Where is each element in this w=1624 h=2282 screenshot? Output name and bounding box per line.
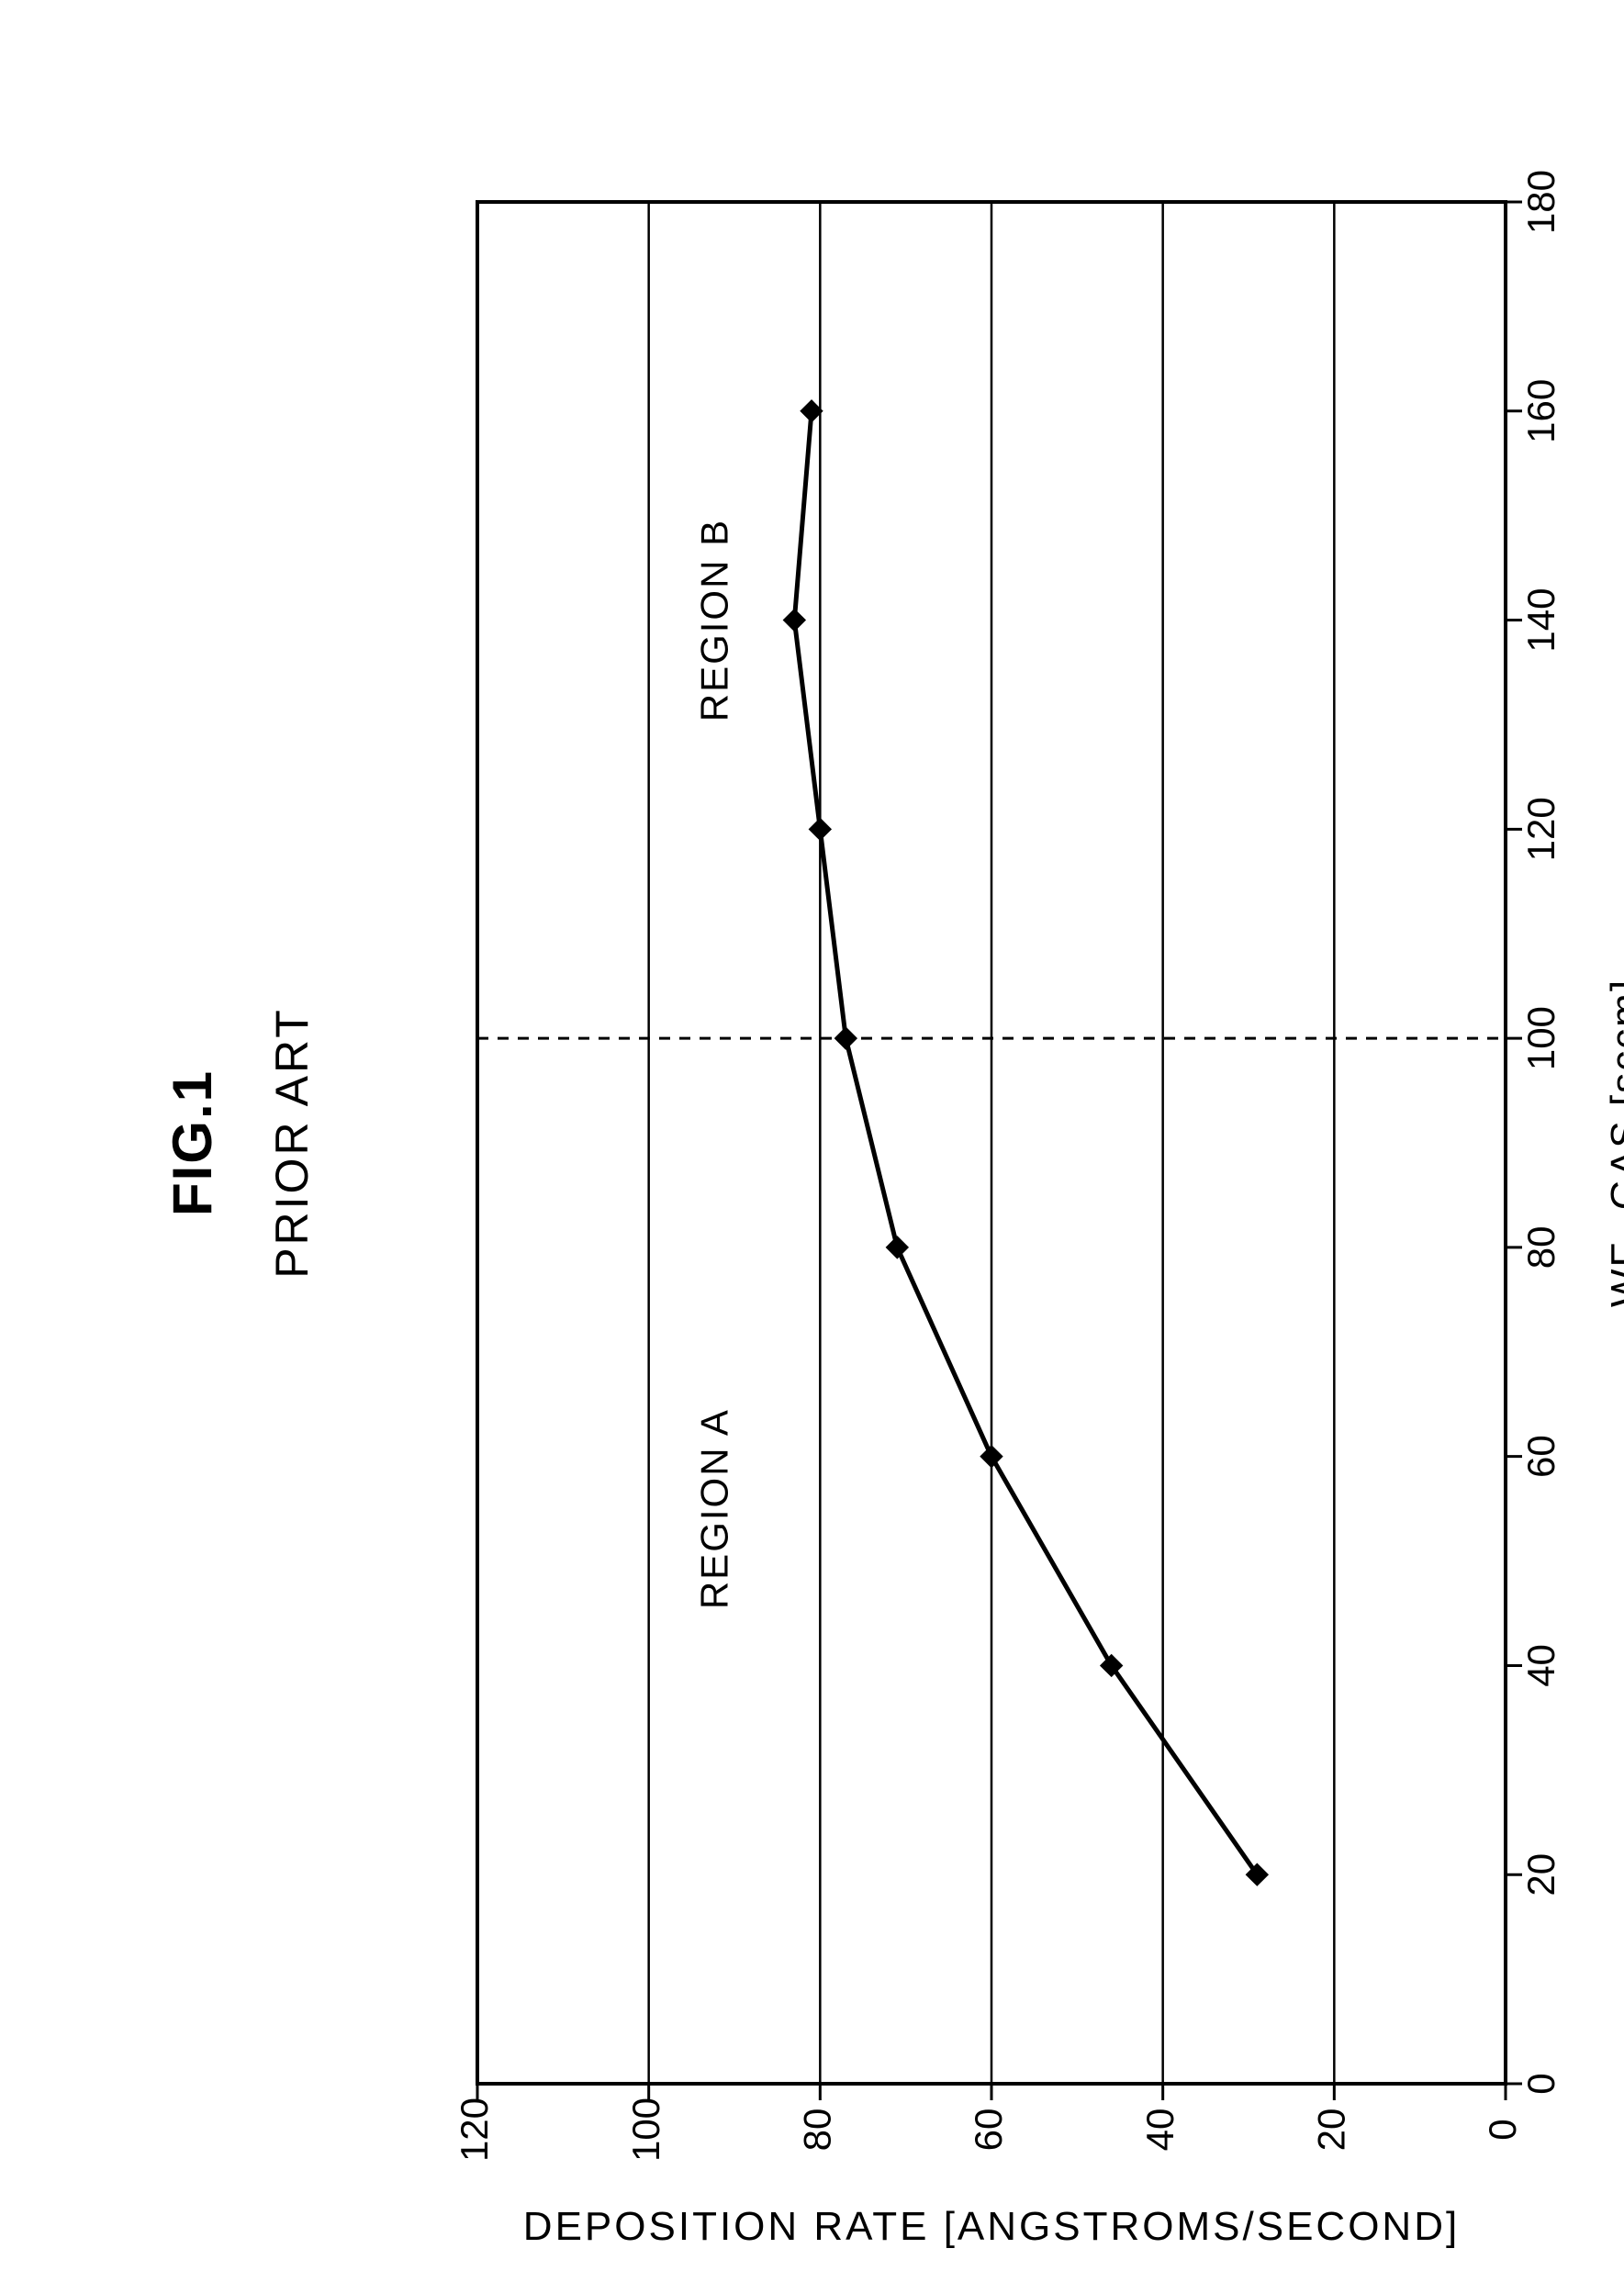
- xtick-label: 80: [1519, 1226, 1562, 1270]
- ytick-label: 100: [624, 2097, 667, 2162]
- xtick-label: 140: [1519, 588, 1562, 653]
- series-marker: [783, 610, 805, 632]
- series-marker: [886, 1236, 908, 1258]
- series-marker: [834, 1027, 857, 1049]
- xtick-label: 100: [1519, 1006, 1562, 1070]
- ytick-label: 40: [1138, 2109, 1182, 2152]
- ytick-label: 60: [967, 2109, 1010, 2152]
- chart-svg: 0 20 40 60 80 100 120 140 160 180 0 20 40 60 80 100 120 R…: [0, 0, 1624, 2282]
- svg-text:WF6 GAS [sccm]: WF6 GAS [sccm]: [1603, 979, 1624, 1307]
- y-axis-label: DEPOSITION RATE [ANGSTROMS/SECOND]: [523, 2204, 1460, 2249]
- figure-title: FIG.1: [162, 1069, 223, 1216]
- series-marker: [809, 818, 831, 840]
- annotation-region-a: REGION A: [692, 1408, 735, 1609]
- xtick-label: 160: [1519, 379, 1562, 443]
- series-line: [794, 411, 1257, 1874]
- xtick-label: 60: [1519, 1435, 1562, 1478]
- xtick-label: 20: [1519, 1853, 1562, 1896]
- ytick-label: 80: [795, 2109, 838, 2152]
- page-root: 0 20 40 60 80 100 120 140 160 180 0 20 40 60 80 100 120 R…: [0, 0, 1624, 2282]
- xtick-label: 0: [1519, 2073, 1562, 2094]
- ytick-label: 20: [1309, 2109, 1352, 2152]
- xtick-label: 40: [1519, 1644, 1562, 1687]
- ytick-label: 120: [453, 2097, 496, 2162]
- x-axis-label: WF6 GAS [sccm]: [1603, 979, 1624, 1307]
- series-marker: [980, 1446, 1002, 1468]
- xtick-label: 120: [1519, 797, 1562, 861]
- xtick-label: 180: [1519, 170, 1562, 234]
- annotation-region-b: REGION B: [692, 519, 735, 722]
- figure-subtitle: PRIOR ART: [266, 1007, 318, 1279]
- ytick-label: 0: [1481, 2119, 1524, 2140]
